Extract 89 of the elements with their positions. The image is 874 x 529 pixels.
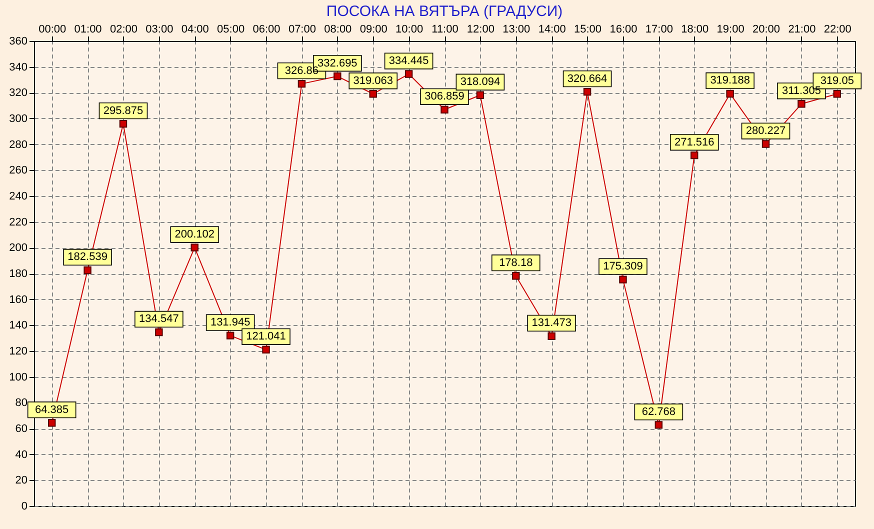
data-label: 280.227 bbox=[746, 125, 786, 138]
point bbox=[119, 120, 128, 128]
point bbox=[262, 346, 270, 354]
data-label: 311.305 bbox=[782, 84, 821, 97]
data-label: 62.768 bbox=[642, 406, 676, 418]
x-tick-label: 05:00 bbox=[217, 24, 245, 36]
x-tick-label: 15:00 bbox=[574, 24, 602, 36]
data-label: 295.875 bbox=[103, 104, 144, 117]
x-tick-label: 03:00 bbox=[146, 24, 174, 36]
data-label: 178.18 bbox=[499, 256, 533, 269]
x-tick-label: 10:00 bbox=[396, 24, 424, 36]
y-tick-label: 200 bbox=[9, 242, 28, 254]
x-tick-label: 00:00 bbox=[38, 24, 66, 36]
point bbox=[84, 266, 92, 274]
point bbox=[404, 70, 413, 78]
y-tick-label: 0 bbox=[21, 500, 28, 512]
y-tick-label: 40 bbox=[15, 448, 28, 461]
y-tick-label: 20 bbox=[15, 474, 28, 487]
chart-title: ПОСОКА НА ВЯТЪРА (ГРАДУСИ) bbox=[326, 3, 563, 20]
x-tick-label: 09:00 bbox=[360, 24, 388, 36]
x-tick-label: 22:00 bbox=[824, 24, 852, 36]
x-tick-label: 06:00 bbox=[252, 24, 280, 36]
data-label: 319.063 bbox=[353, 74, 393, 87]
y-tick-label: 180 bbox=[9, 268, 28, 280]
point bbox=[619, 276, 627, 284]
x-tick-label: 01:00 bbox=[74, 24, 102, 36]
data-label: 319.05 bbox=[820, 74, 854, 87]
x-tick-label: 07:00 bbox=[288, 24, 316, 36]
point bbox=[690, 151, 698, 160]
point bbox=[654, 421, 663, 429]
data-label: 319.188 bbox=[710, 74, 750, 87]
point bbox=[190, 244, 198, 252]
y-tick-label: 300 bbox=[9, 113, 28, 125]
x-tick-label: 20:00 bbox=[752, 24, 780, 36]
y-tick-label: 120 bbox=[9, 346, 28, 358]
point bbox=[548, 332, 556, 340]
y-tick-label: 240 bbox=[9, 190, 28, 202]
data-label: 131.945 bbox=[210, 316, 250, 329]
data-label: 306.859 bbox=[424, 90, 464, 103]
x-tick-label: 12:00 bbox=[466, 24, 494, 36]
y-tick-label: 140 bbox=[9, 320, 28, 332]
x-tick-label: 21:00 bbox=[788, 24, 816, 36]
point bbox=[583, 88, 592, 96]
y-tick-label: 340 bbox=[9, 61, 28, 74]
x-tick-label: 14:00 bbox=[538, 24, 566, 36]
data-label: 320.664 bbox=[567, 72, 608, 85]
y-tick-label: 60 bbox=[15, 423, 28, 435]
point bbox=[369, 90, 377, 98]
point bbox=[48, 418, 56, 427]
x-tick-label: 13:00 bbox=[502, 24, 530, 36]
data-label: 131.473 bbox=[532, 317, 572, 330]
y-tick-label: 280 bbox=[9, 138, 28, 151]
data-label: 134.547 bbox=[139, 313, 179, 326]
x-tick-label: 16:00 bbox=[610, 24, 638, 36]
point bbox=[726, 90, 734, 98]
data-label: 175.309 bbox=[603, 260, 643, 273]
data-label: 318.094 bbox=[460, 76, 500, 88]
y-tick-label: 320 bbox=[9, 87, 28, 100]
x-tick-label: 02:00 bbox=[110, 24, 138, 36]
y-tick-label: 220 bbox=[9, 216, 28, 228]
point bbox=[298, 80, 306, 88]
y-tick-label: 80 bbox=[15, 397, 28, 410]
x-tick-label: 08:00 bbox=[324, 24, 352, 36]
data-label: 64.385 bbox=[35, 404, 69, 416]
data-label: 326.86 bbox=[284, 64, 319, 77]
point bbox=[334, 72, 342, 80]
x-tick-label: 19:00 bbox=[716, 24, 744, 36]
data-label: 200.102 bbox=[174, 228, 215, 241]
y-tick-label: 100 bbox=[9, 371, 28, 384]
point bbox=[476, 91, 484, 99]
point bbox=[226, 332, 234, 340]
data-label: 334.445 bbox=[388, 55, 429, 68]
point bbox=[833, 90, 842, 98]
x-tick-label: 17:00 bbox=[645, 24, 673, 36]
y-tick-label: 360 bbox=[9, 36, 28, 48]
point bbox=[512, 272, 520, 280]
point bbox=[798, 100, 806, 108]
data-label: 182.539 bbox=[68, 251, 108, 264]
point bbox=[440, 106, 448, 114]
x-tick-label: 04:00 bbox=[181, 24, 209, 36]
point bbox=[762, 140, 770, 148]
y-tick-label: 160 bbox=[9, 294, 28, 306]
y-tick-label: 260 bbox=[9, 164, 28, 177]
x-tick-label: 11:00 bbox=[432, 24, 458, 36]
x-tick-label: 18:00 bbox=[681, 24, 709, 36]
data-label: 271.516 bbox=[674, 136, 714, 148]
data-label: 332.695 bbox=[318, 57, 358, 70]
data-label: 121.041 bbox=[246, 330, 286, 343]
point bbox=[155, 328, 163, 336]
